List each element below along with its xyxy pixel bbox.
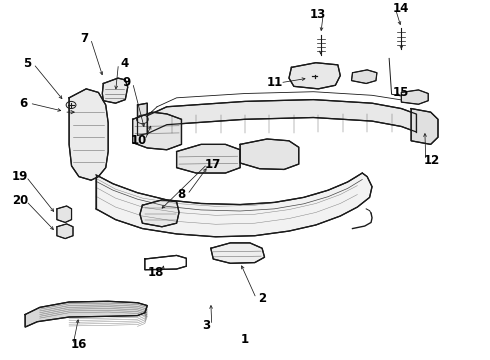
Polygon shape [240,139,299,170]
Polygon shape [145,256,186,270]
Polygon shape [140,200,179,227]
Text: 17: 17 [205,158,221,171]
Polygon shape [351,70,377,84]
Text: 2: 2 [258,292,266,305]
Text: 5: 5 [24,57,32,70]
Text: 20: 20 [12,194,28,207]
Polygon shape [96,173,372,237]
Text: 9: 9 [122,76,131,89]
Polygon shape [57,206,72,222]
Text: 1: 1 [241,333,249,346]
Text: 18: 18 [148,266,164,279]
Polygon shape [133,112,181,150]
Text: 4: 4 [120,57,128,70]
Text: 13: 13 [309,8,325,21]
Text: 14: 14 [393,3,410,15]
Text: 3: 3 [202,319,210,332]
Text: 15: 15 [393,86,410,99]
Polygon shape [57,224,73,239]
Polygon shape [411,109,438,144]
Text: 11: 11 [266,76,282,89]
Polygon shape [102,78,128,103]
Text: 8: 8 [177,188,186,201]
Text: 16: 16 [71,338,87,351]
Text: 7: 7 [81,32,89,45]
Polygon shape [147,100,416,134]
Polygon shape [176,144,240,173]
Polygon shape [69,89,108,180]
Polygon shape [138,103,147,135]
Text: 19: 19 [12,170,28,183]
Polygon shape [289,63,340,89]
Polygon shape [211,243,265,263]
Polygon shape [25,301,147,327]
Text: 12: 12 [423,154,440,167]
Text: 10: 10 [131,134,147,147]
Text: 6: 6 [20,97,28,110]
Polygon shape [401,90,428,104]
